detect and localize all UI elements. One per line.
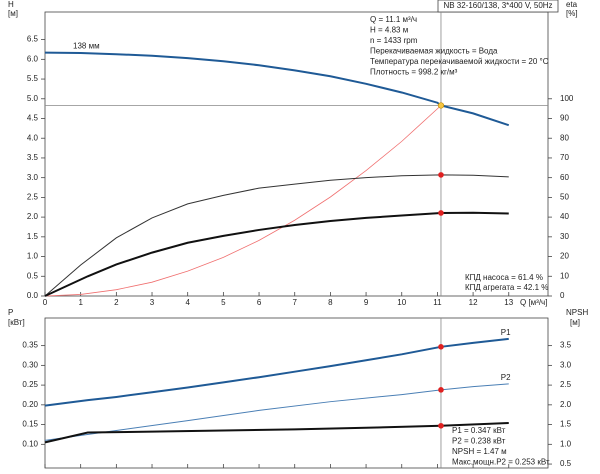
plot-frame: [44, 11, 549, 297]
y-tick-label: 0.25: [22, 380, 38, 389]
y-tick-label: 0.30: [22, 360, 38, 369]
y-tick-label: 2.5: [27, 192, 39, 201]
y2-tick-label: 1.5: [560, 420, 572, 429]
y-label: P: [8, 308, 13, 317]
y-tick-label: 2.0: [27, 212, 39, 221]
x-tick-label: 4: [185, 298, 190, 307]
x-tick-label: 10: [397, 298, 406, 307]
y-tick-label: 3.0: [27, 173, 39, 182]
y-tick-label: 5.5: [27, 74, 39, 83]
y2-tick-label: 100: [560, 94, 574, 103]
y-tick-label: 4.0: [27, 133, 39, 142]
efficiency-note: КПД насоса = 61.4 %: [465, 273, 543, 282]
y2-tick-label: 20: [560, 252, 569, 261]
y-tick-label: 6.0: [27, 54, 39, 63]
curve-label: 138 мм: [73, 42, 100, 51]
info-line: Температура перекачиваемой жидкости = 20…: [370, 57, 549, 66]
y2-tick-label: 0: [560, 291, 565, 300]
y2-tick-label: 30: [560, 232, 569, 241]
x-tick-label: 1: [78, 298, 83, 307]
info-line: P2 = 0.238 кВт: [452, 437, 506, 446]
info-line: Q = 11.1 м³/ч: [370, 15, 417, 24]
y2-tick-label: 70: [560, 153, 569, 162]
plot-frame: [44, 317, 549, 469]
y2-tick-label: 50: [560, 192, 569, 201]
operating-point: [438, 344, 444, 350]
x-tick-label: 7: [292, 298, 297, 307]
y-unit: [м]: [8, 9, 18, 18]
y-tick-label: 0.5: [27, 271, 39, 280]
y-tick-label: 0.35: [22, 341, 38, 350]
y2-unit: [%]: [566, 9, 578, 18]
operating-point: [438, 172, 444, 178]
title-box: [437, 0, 559, 13]
y2-label: NPSH: [566, 308, 588, 317]
x-tick-label: 13: [504, 298, 513, 307]
y2-tick-label: 3.5: [560, 341, 572, 350]
y2-label: eta: [566, 0, 578, 9]
info-line: Плотность = 998.2 кг/м³: [370, 68, 458, 77]
curve-label: P1: [501, 328, 511, 337]
y-tick-label: 4.5: [27, 114, 39, 123]
info-line: H = 4.83 м: [370, 26, 408, 35]
y2-tick-label: 0.5: [560, 459, 572, 468]
curve: [44, 105, 442, 297]
curve: [44, 174, 509, 297]
y2-tick-label: 60: [560, 173, 569, 182]
operating-point: [438, 422, 444, 429]
x-tick-label: 12: [469, 298, 478, 307]
y2-tick-label: 90: [560, 114, 569, 123]
y-tick-label: 1.0: [27, 252, 39, 261]
curve: [44, 337, 509, 407]
x-tick-label: 2: [114, 298, 119, 307]
y-unit: [кВт]: [8, 318, 25, 327]
x-tick-label: 9: [364, 298, 369, 307]
y-tick-label: 5.0: [27, 94, 39, 103]
y2-tick-label: 3.0: [560, 360, 572, 369]
info-line: Макс.мощн.P2 = 0.253 кВт: [452, 458, 550, 467]
operating-point: [437, 102, 445, 109]
x-tick-label: 5: [221, 298, 226, 307]
y-tick-label: 0.20: [22, 400, 38, 409]
y2-tick-label: 2.0: [560, 400, 572, 409]
y2-tick-label: 10: [560, 271, 569, 280]
x-label: Q [м³/ч]: [520, 298, 547, 307]
operating-point: [438, 387, 444, 393]
y2-tick-label: 80: [560, 133, 569, 142]
y2-tick-label: 2.5: [560, 380, 572, 389]
efficiency-note: КПД агрегата = 42.1 %: [465, 283, 548, 292]
operating-point: [438, 210, 444, 216]
y-label: H: [8, 0, 14, 9]
info-line: Перекачиваемая жидкость = Вода: [370, 47, 498, 56]
info-line: P1 = 0.347 кВт: [452, 426, 506, 435]
y2-tick-label: 1.0: [560, 439, 572, 448]
x-tick-label: 11: [433, 298, 442, 307]
chart-title: NB 32-160/138, 3*400 V, 50Hz: [443, 1, 552, 10]
curve: [44, 422, 509, 444]
y-tick-label: 3.5: [27, 153, 39, 162]
y-tick-label: 0.10: [22, 439, 38, 448]
y-tick-label: 1.5: [27, 232, 39, 241]
y2-unit: [м]: [570, 318, 580, 327]
curve: [44, 383, 509, 441]
x-tick-label: 3: [150, 298, 155, 307]
curve-label: P2: [501, 373, 511, 382]
y-tick-label: 0.15: [22, 420, 38, 429]
x-tick-label: 0: [43, 298, 48, 307]
y-tick-label: 6.5: [27, 35, 39, 44]
y-tick-label: 0.0: [27, 291, 39, 300]
info-line: n = 1433 rpm: [370, 36, 418, 45]
x-tick-label: 8: [328, 298, 333, 307]
y2-tick-label: 40: [560, 212, 569, 221]
info-line: NPSH = 1.47 м: [452, 447, 507, 456]
curve: [44, 211, 509, 297]
x-tick-label: 6: [257, 298, 262, 307]
